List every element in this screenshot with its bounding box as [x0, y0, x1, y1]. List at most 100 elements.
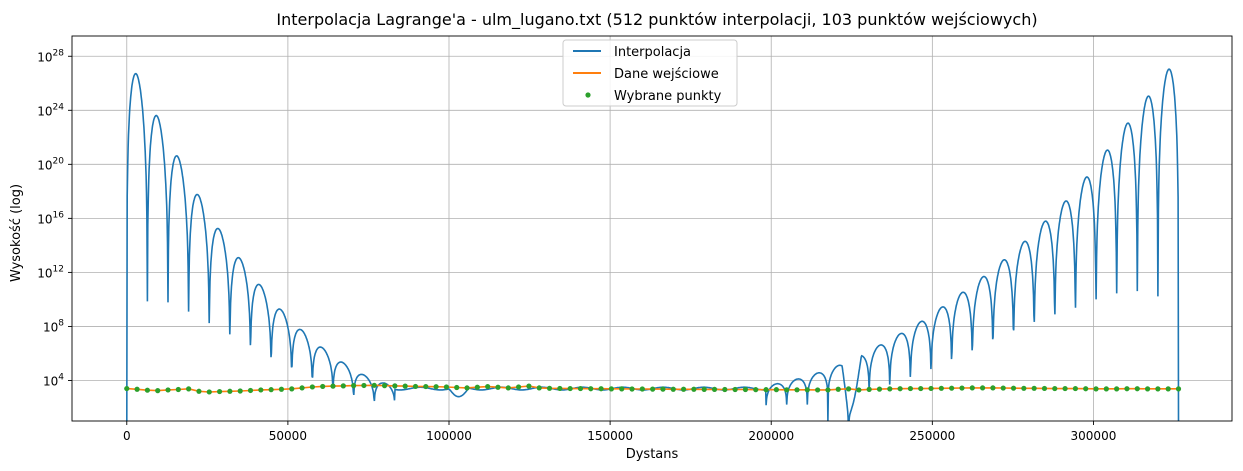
data-point-wybrane — [165, 387, 171, 393]
chart-title: Interpolacja Lagrange'a - ulm_lugano.txt… — [276, 10, 1037, 30]
x-tick-label: 300000 — [1071, 429, 1117, 443]
x-tick-label: 100000 — [426, 429, 472, 443]
data-point-wybrane — [907, 385, 914, 392]
data-point-wybrane — [175, 386, 181, 393]
data-point-wybrane — [887, 386, 893, 392]
data-point-wybrane — [1124, 386, 1130, 392]
data-point-wybrane — [196, 388, 202, 394]
y-tick-label: 1024 — [37, 102, 64, 118]
data-point-wybrane — [144, 387, 150, 393]
legend-entry: Dane wejściowe — [614, 67, 719, 82]
x-tick-label: 150000 — [587, 429, 633, 443]
data-point-wybrane — [866, 386, 872, 392]
data-point-wybrane — [680, 386, 687, 392]
data-point-wybrane — [1103, 386, 1109, 392]
x-axis-label: Dystans — [626, 447, 679, 462]
data-point-wybrane — [454, 384, 460, 391]
data-point-wybrane — [670, 386, 676, 392]
data-point-wybrane — [443, 384, 450, 390]
data-point-wybrane — [1155, 386, 1161, 392]
x-tick-label: 0 — [123, 429, 131, 443]
data-point-wybrane — [1062, 385, 1068, 392]
data-point-wybrane — [433, 384, 439, 390]
data-point-wybrane — [268, 387, 274, 393]
data-point-wybrane — [876, 386, 883, 392]
data-point-wybrane — [423, 383, 429, 390]
data-point-wybrane — [928, 385, 934, 392]
legend: Interpolacja Dane wejściowe Wybrane punkty — [562, 39, 738, 107]
data-point-wybrane — [330, 383, 336, 389]
data-point-wybrane — [608, 386, 615, 392]
data-point-wybrane — [711, 386, 718, 392]
data-point-wybrane — [959, 385, 965, 391]
data-point-wybrane — [691, 386, 697, 392]
data-point-wybrane — [1021, 385, 1027, 391]
data-point-wybrane — [299, 385, 305, 391]
data-point-wybrane — [577, 385, 584, 392]
y-tick-label: 104 — [43, 372, 64, 388]
data-point-wybrane — [351, 383, 357, 389]
data-point-wybrane — [804, 387, 810, 393]
data-point-wybrane — [206, 389, 212, 395]
data-point-wybrane — [216, 388, 223, 395]
data-point-wybrane — [474, 384, 480, 390]
data-point-wybrane — [505, 385, 511, 391]
data-point-wybrane — [536, 385, 542, 391]
plot-frame — [71, 35, 1233, 422]
data-point-wybrane — [1041, 385, 1048, 392]
data-point-wybrane — [495, 384, 501, 390]
data-point-wybrane — [990, 385, 996, 391]
data-point-wybrane — [381, 383, 388, 389]
data-point-wybrane — [1093, 386, 1099, 392]
data-point-wybrane — [186, 386, 192, 392]
y-tick-label: 1016 — [37, 210, 64, 226]
data-point-wybrane — [660, 386, 666, 392]
axes: 0 50000 100000 150000 200000 250000 300000 104 1… — [37, 35, 1233, 443]
data-point-wybrane — [784, 387, 790, 393]
data-point-wybrane — [1083, 386, 1089, 392]
data-point-wybrane — [557, 385, 563, 392]
data-point-wybrane — [1175, 386, 1182, 392]
data-point-wybrane — [980, 385, 986, 391]
data-point-wybrane — [897, 386, 903, 392]
y-axis-label: Wysokość (log) — [9, 184, 24, 282]
data-point-wybrane — [227, 388, 233, 394]
data-point-wybrane — [732, 386, 738, 393]
data-point-wybrane — [402, 383, 408, 389]
legend-entry: Interpolacja — [614, 45, 691, 60]
data-point-wybrane — [124, 385, 130, 392]
data-point-wybrane — [278, 386, 285, 392]
data-point-wybrane — [320, 383, 326, 390]
data-point-wybrane — [619, 386, 625, 392]
data-point-wybrane — [815, 387, 821, 393]
data-point-wybrane — [722, 386, 728, 393]
data-point-wybrane — [1052, 385, 1058, 392]
data-point-wybrane — [1144, 386, 1151, 392]
data-point-wybrane — [464, 385, 470, 391]
data-point-wybrane — [134, 386, 140, 392]
data-point-wybrane — [309, 384, 315, 390]
x-tick-label: 250000 — [909, 429, 955, 443]
data-point-wybrane — [371, 382, 377, 388]
x-tick-label: 50000 — [269, 429, 307, 443]
data-point-wybrane — [1031, 385, 1037, 391]
data-point-wybrane — [412, 383, 419, 390]
data-point-wybrane — [773, 387, 779, 393]
legend-box — [562, 39, 738, 107]
data-point-wybrane — [949, 385, 955, 391]
y-tick-label: 1028 — [37, 48, 64, 64]
data-point-wybrane — [598, 386, 604, 392]
data-point-wybrane — [629, 386, 635, 392]
data-point-wybrane — [392, 383, 398, 389]
data-point-wybrane — [845, 386, 852, 392]
data-point-wybrane — [825, 387, 831, 393]
series-line-interpolacja — [126, 68, 1180, 421]
legend-marker — [585, 92, 591, 98]
data-point-wybrane — [742, 386, 749, 393]
data-point-wybrane — [516, 384, 522, 390]
data-point-wybrane — [155, 388, 161, 394]
data-point-wybrane — [588, 386, 594, 392]
data-point-wybrane — [639, 386, 645, 392]
